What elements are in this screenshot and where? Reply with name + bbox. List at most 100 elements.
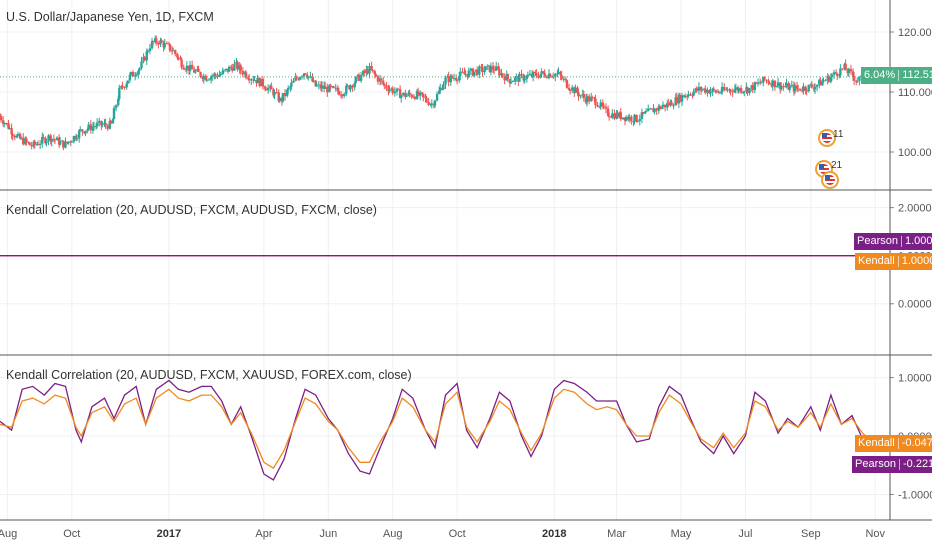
candle-up (114, 105, 118, 108)
y-tick-label: 0.0000 (898, 299, 932, 311)
candle-up (353, 82, 356, 88)
candle-down (363, 70, 366, 73)
candle-down (123, 86, 126, 88)
candle-up (734, 87, 738, 90)
candle-up (185, 65, 189, 70)
candle-down (42, 137, 45, 139)
candle-down (804, 86, 807, 91)
candle-up (94, 126, 98, 128)
candle-down (204, 75, 208, 81)
candle-up (129, 72, 133, 75)
candle-down (197, 68, 200, 73)
x-tick-label: Mar (607, 528, 626, 540)
candle-down (131, 72, 135, 77)
candle-up (672, 105, 675, 107)
candle-up (70, 141, 73, 143)
candle-up (813, 86, 817, 90)
candle-up (108, 120, 111, 129)
badge-separator (900, 236, 902, 247)
event-flag-icon[interactable] (818, 129, 836, 147)
candle-up (64, 141, 67, 148)
candle-down (548, 73, 552, 78)
candle-up (188, 64, 192, 71)
candle-up (205, 79, 209, 81)
candle-up (611, 113, 614, 118)
candle-down (836, 73, 839, 76)
candle-down (635, 114, 638, 122)
pearson-label: Pearson (857, 235, 898, 247)
candle-up (393, 91, 397, 94)
candle-up (829, 77, 833, 82)
candle-down (10, 128, 13, 135)
candle-down (689, 94, 692, 96)
candle-up (302, 73, 306, 77)
candle-down (404, 92, 407, 97)
candle-down (522, 74, 525, 81)
us-flag-icon (825, 175, 835, 185)
candle-up (636, 120, 639, 122)
candle-up (140, 61, 143, 69)
candle-up (289, 86, 292, 88)
candle-up (55, 137, 59, 141)
candle-up (86, 129, 89, 131)
candle-down (314, 80, 317, 87)
candle-up (95, 122, 99, 127)
candle-up (72, 136, 76, 142)
candle-down (7, 123, 10, 129)
candle-up (138, 68, 141, 71)
candle-up (45, 140, 48, 144)
x-tick-label: Aug (0, 528, 17, 540)
candle-down (601, 102, 605, 107)
main-pane-title: U.S. Dollar/Japanese Yen, 1D, FXCM (6, 10, 214, 24)
candle-up (346, 85, 349, 87)
event-flag-icon[interactable] (821, 171, 839, 189)
candle-down (425, 98, 428, 102)
candle-down (767, 80, 770, 84)
candle-up (91, 126, 95, 131)
candle-up (211, 76, 214, 78)
candle-down (723, 86, 726, 90)
candle-down (179, 57, 182, 60)
candle-down (501, 73, 504, 77)
candle-down (184, 69, 188, 71)
candle-up (219, 74, 222, 76)
candle-down (370, 66, 373, 70)
candle-up (98, 120, 101, 123)
candle-down (559, 71, 562, 76)
kendall-line (0, 388, 870, 470)
kendall-label: Kendall (858, 255, 895, 267)
candle-up (307, 76, 310, 78)
candle-down (104, 122, 107, 126)
y-tick-label: -1.0000 (898, 489, 932, 501)
candle-down (422, 94, 425, 98)
candle-down (455, 79, 459, 81)
last-price-badge: 6.04% 112.511 (861, 67, 932, 84)
candle-down (576, 87, 579, 93)
candle-down (779, 82, 782, 90)
candle-up (743, 91, 746, 93)
candle-up (281, 93, 285, 102)
candle-down (176, 53, 179, 58)
candle-down (57, 137, 61, 145)
candle-up (349, 85, 352, 90)
candle-down (36, 144, 40, 146)
candle-up (585, 96, 589, 103)
candle-up (526, 75, 530, 77)
candle-up (399, 95, 403, 99)
candle-up (579, 95, 582, 97)
candle-down (22, 137, 25, 145)
candle-up (638, 118, 641, 121)
candle-down (53, 139, 57, 141)
candle-down (52, 138, 56, 140)
x-tick-label: Aug (383, 528, 403, 540)
candle-up (137, 70, 140, 76)
candle-up (858, 76, 861, 81)
candle-down (11, 134, 14, 136)
candle-up (345, 85, 348, 94)
candle-up (469, 68, 473, 71)
pearson-line (0, 379, 870, 481)
candle-down (655, 108, 658, 111)
candle-down (160, 40, 163, 43)
candle-down (396, 88, 400, 90)
